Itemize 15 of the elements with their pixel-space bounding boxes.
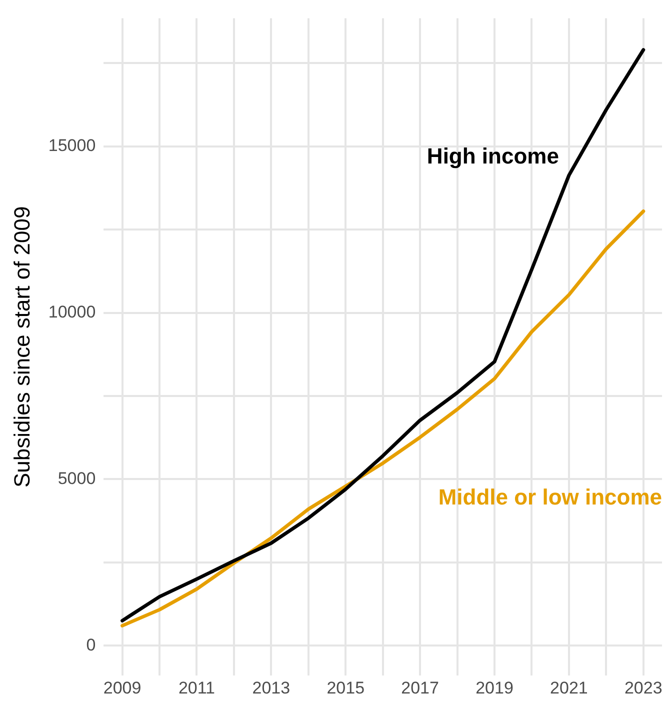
y-tick-label: 15000: [48, 136, 96, 156]
y-axis-title: Subsidies since start of 2009: [9, 206, 34, 488]
series-label: High income: [426, 143, 559, 168]
x-tick-label: 2023: [624, 678, 662, 698]
x-tick-label: 2011: [178, 678, 216, 698]
x-tick-label: 2017: [401, 678, 439, 698]
y-tick-label: 0: [86, 635, 96, 654]
text: Middle or low income: [438, 484, 662, 510]
x-tick-label: 2019: [476, 678, 514, 698]
y-tick-label: 10000: [48, 302, 96, 322]
x-tick-label: 2021: [550, 678, 588, 698]
x-tick-label: 2015: [326, 678, 365, 698]
y-tick-label: 5000: [58, 468, 96, 488]
x-tick-label: 2013: [252, 678, 290, 698]
x-tick-label: 2009: [103, 678, 142, 698]
